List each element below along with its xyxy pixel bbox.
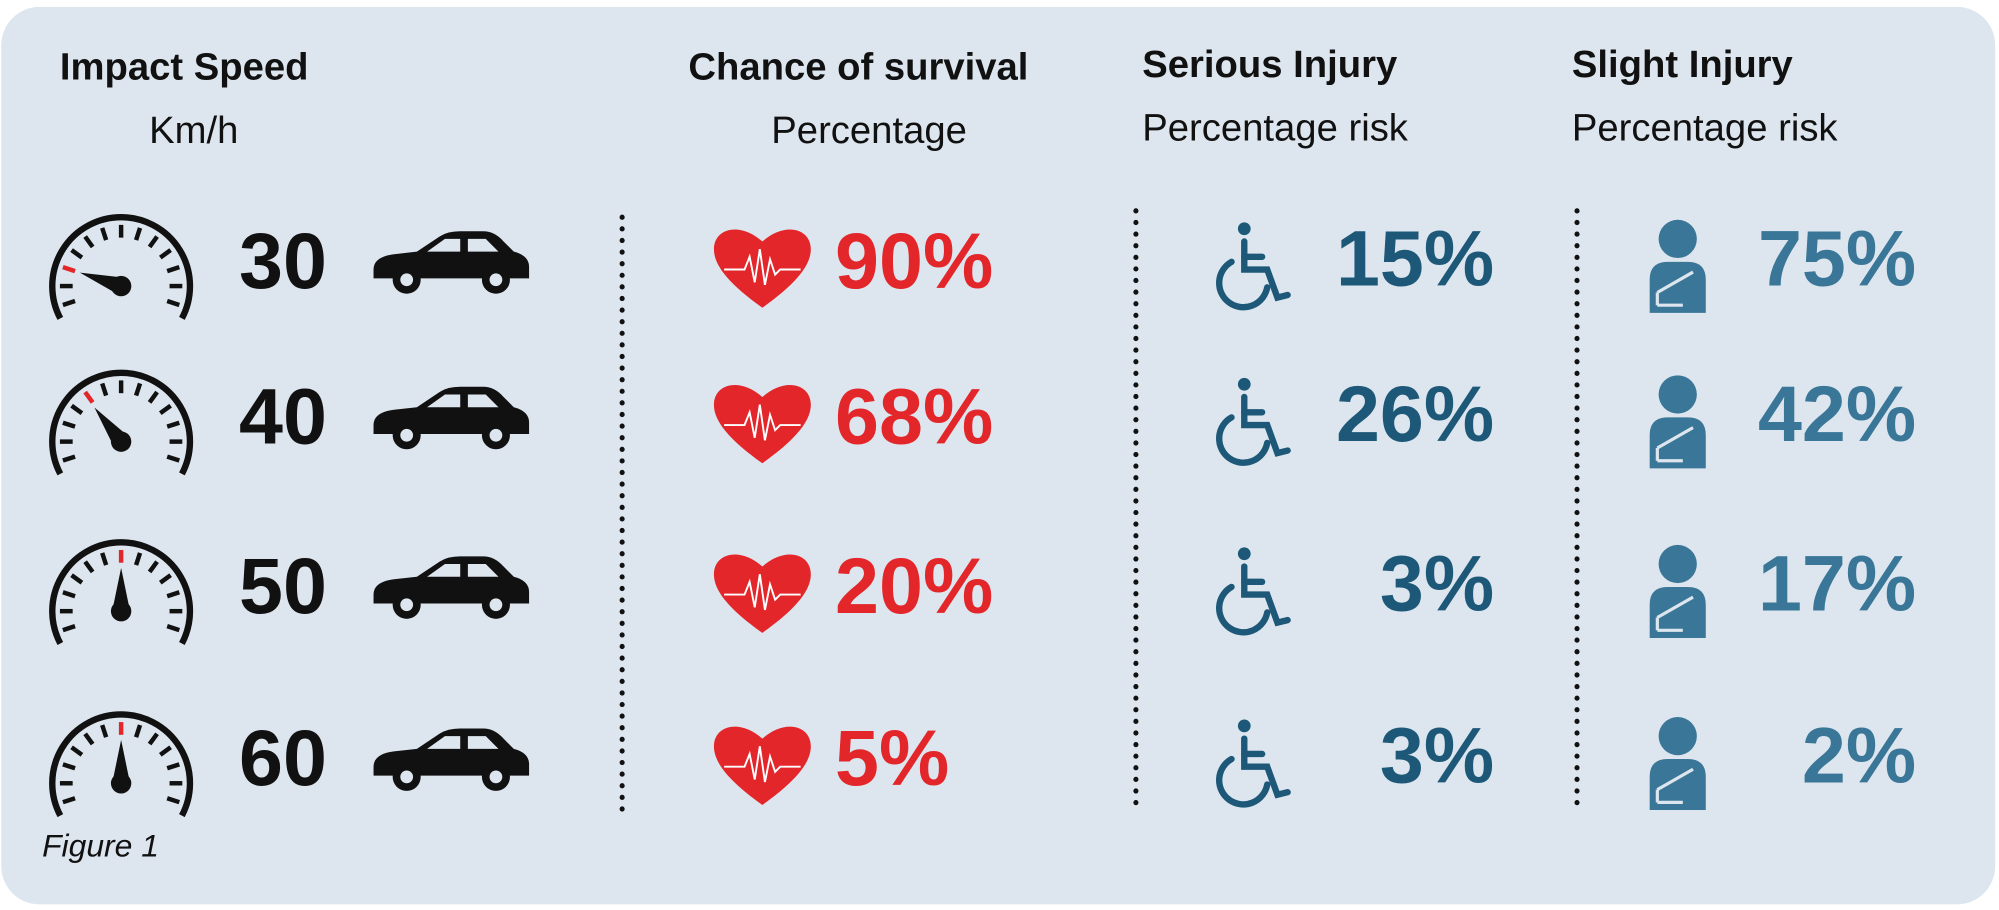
gauge-tick: [147, 235, 159, 249]
speed-value: 30: [239, 216, 327, 305]
gauge-tick: [83, 390, 95, 404]
serious-value: 26%: [1336, 369, 1494, 458]
header-title: Impact Speed: [60, 45, 309, 88]
gauge-tick: [70, 248, 84, 260]
gauge-arc: [49, 539, 194, 645]
gauge-tick: [133, 552, 143, 566]
speed-value: 50: [239, 541, 327, 630]
gauge-tick: [62, 796, 76, 805]
gauge-icon: [49, 369, 194, 476]
speed-value: 60: [239, 713, 327, 802]
speed-value: 40: [239, 371, 327, 460]
slight-value: 42%: [1758, 369, 1916, 458]
serious-value: 15%: [1336, 213, 1494, 302]
gauge-icon: [49, 539, 194, 645]
header-unit: Percentage: [771, 109, 967, 152]
card: [1, 6, 1996, 905]
gauge-tick: [133, 382, 143, 397]
gauge-tick: [100, 724, 109, 738]
serious-value: 3%: [1380, 538, 1494, 627]
gauge-tick: [62, 298, 76, 308]
serious-value: 3%: [1380, 710, 1494, 799]
gauge-hub: [110, 773, 132, 794]
gauge-arc: [49, 711, 194, 818]
gauge-tick: [147, 390, 159, 404]
gauge-tick: [166, 420, 181, 429]
gauge-tick: [83, 732, 95, 746]
gauge-tick: [100, 227, 109, 241]
gauge-tick: [70, 403, 84, 415]
slight-value: 75%: [1758, 213, 1916, 302]
gauge-tick: [62, 624, 76, 633]
gauge-tick: [70, 573, 84, 585]
gauge-icon: [49, 711, 194, 818]
header-title: Slight Injury: [1572, 43, 1794, 86]
header-unit: Percentage risk: [1572, 107, 1839, 150]
survival-value: 68%: [835, 371, 993, 460]
gauge-tick: [147, 560, 159, 574]
slight-value: 2%: [1802, 710, 1916, 799]
gauge-tick: [100, 552, 109, 566]
gauge-tick: [70, 745, 84, 757]
gauge-tick: [158, 745, 172, 757]
gauge-tick: [62, 420, 76, 429]
gauge-tick: [62, 590, 76, 599]
gauge-tick: [166, 454, 181, 463]
gauge-hub: [110, 431, 132, 452]
gauge-hub: [110, 600, 132, 622]
gauge-tick: [166, 590, 181, 599]
gauge-arc: [49, 369, 194, 476]
gauge-tick: [158, 248, 172, 260]
header-unit: Percentage risk: [1142, 107, 1409, 150]
gauge-tick: [83, 560, 95, 574]
gauge-tick: [166, 762, 181, 771]
caption: Figure 1: [42, 828, 159, 864]
survival-value: 90%: [835, 216, 993, 305]
gauge-tick: [133, 724, 143, 738]
gauge-tick: [166, 298, 181, 308]
gauge-needle: [112, 567, 131, 612]
gauge-tick: [166, 265, 181, 274]
gauge-tick: [62, 265, 76, 274]
gauge-arc: [49, 214, 194, 320]
gauge-icon: [49, 214, 194, 320]
survival-value: 5%: [835, 713, 949, 802]
survival-value: 20%: [835, 541, 993, 630]
gauge-tick: [158, 403, 172, 415]
gauge-tick: [62, 454, 76, 463]
slight-value: 17%: [1758, 538, 1916, 627]
gauge-tick: [147, 732, 159, 746]
gauge-tick: [166, 624, 181, 633]
header-unit: Km/h: [149, 109, 238, 152]
gauge-needle: [112, 739, 131, 784]
gauge-tick: [100, 382, 109, 397]
gauge-tick: [158, 573, 172, 585]
gauge-tick: [62, 762, 76, 771]
header-title: Chance of survival: [688, 45, 1028, 88]
gauge-hub: [110, 275, 132, 297]
header-title: Serious Injury: [1142, 43, 1398, 86]
gauge-tick: [133, 227, 143, 241]
gauge-tick: [166, 796, 181, 805]
gauge-tick: [83, 235, 95, 249]
